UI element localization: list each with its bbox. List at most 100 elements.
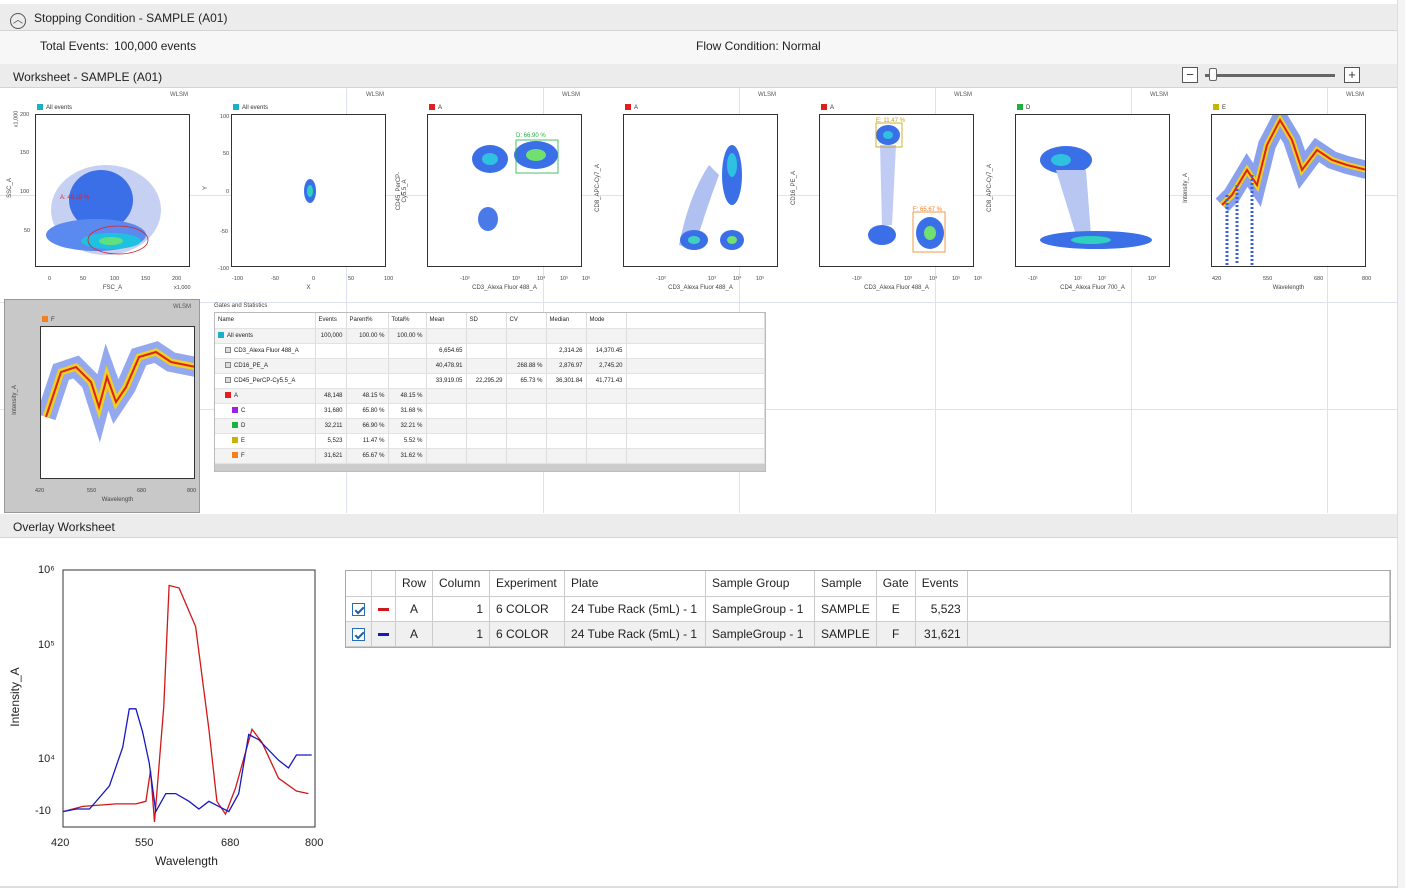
gate-swatch (225, 392, 231, 398)
col-header-row[interactable]: Row (395, 571, 434, 597)
col-header-gate[interactable]: Gate (876, 571, 916, 597)
col-header[interactable] (371, 571, 396, 597)
gate-f-label: F: 65.67 % (913, 207, 943, 213)
grid-v (543, 88, 544, 513)
x-tick: 10⁴ (733, 276, 742, 282)
x-tick: 420 (1212, 276, 1222, 282)
zoom-slider-thumb[interactable] (1209, 68, 1217, 81)
overlay-x-axis-label: Wavelength (155, 854, 218, 868)
col-header-experiment[interactable]: Experiment (489, 571, 566, 597)
col-header[interactable] (346, 571, 372, 597)
plot-cd3-cd16[interactable]: WLSM A E: 11.47 % F: 65.67 % CD16_PE_A C… (784, 88, 982, 298)
zoom-in-button[interactable]: + (1344, 67, 1360, 83)
gate-swatch (42, 316, 48, 322)
plot-cd4-cd8[interactable]: WLSM D CD8_APC-Cy7_A CD4_Alexa Fluor 700… (980, 88, 1176, 298)
col-header-sample[interactable]: Sample (814, 571, 877, 597)
gs-row[interactable]: CD16_PE_A 40,478.91 268.88 % 2,876.97 2,745.… (215, 358, 765, 374)
plot-area[interactable]: A: 48.15 % (35, 114, 190, 267)
plot-fsc-ssc[interactable]: WLSM All events A: 48.15 % SSC_A FSC_A x… (0, 88, 196, 298)
overlay-cell-filler (967, 621, 1391, 647)
gs-cell (546, 388, 587, 404)
plot-area[interactable] (623, 114, 778, 267)
zoom-slider[interactable] (1205, 74, 1335, 77)
gate-swatch (218, 332, 224, 338)
gs-gate-name: C (241, 408, 246, 414)
zoom-out-button[interactable]: − (1182, 67, 1198, 83)
x-tick: 680 (137, 488, 147, 494)
overlay-cell-row: A (395, 596, 434, 622)
gs-gate-name: CD16_PE_A (234, 363, 269, 369)
x-tick: 10³ (904, 276, 912, 282)
density-plot: A: 48.15 % (46, 165, 161, 255)
gs-cell (466, 358, 507, 374)
gs-row[interactable]: F 31,621 65.67 % 31.62 % (215, 448, 765, 464)
plot-x-y[interactable]: WLSM All events Y X 100 50 0 -50 -100 -1… (196, 88, 394, 298)
gs-header: Median (546, 313, 587, 329)
gs-cell (426, 328, 467, 344)
x-tick: 200 (172, 276, 182, 282)
gs-scrollbar[interactable] (215, 463, 765, 471)
plot-spectrum-f[interactable]: WLSM F Intensity_A Wavelength 420 550 68… (4, 299, 200, 513)
gs-row[interactable]: C 31,680 65.80 % 31.68 % (215, 403, 765, 419)
x-axis-label: X (306, 285, 311, 291)
overlay-cell-plate: 24 Tube Rack (5mL) - 1 (564, 596, 707, 622)
gs-header: Events (315, 313, 347, 329)
checkbox[interactable] (352, 602, 365, 616)
gs-cell (426, 448, 467, 464)
overlay-x-tick: 550 (135, 837, 154, 849)
gs-gate-name: D (241, 423, 246, 429)
plot-spectrum-e[interactable]: WLSM E Intensity_A Wavelength 420 550 68… (1176, 88, 1372, 298)
gs-cell (315, 343, 347, 359)
wlsm-label: WLSM (170, 92, 188, 98)
col-header-column[interactable]: Column (432, 571, 491, 597)
collapse-icon[interactable]: ︿ (10, 13, 26, 29)
gs-cell: 65.73 % (506, 373, 547, 389)
gs-row[interactable]: E 5,523 11.47 % 5.52 % (215, 433, 765, 449)
x-tick: 50 (80, 276, 87, 282)
x-tick: 50 (348, 276, 355, 282)
plot-area[interactable] (1211, 114, 1366, 267)
statistic-icon (225, 377, 231, 383)
gs-cell (346, 373, 389, 389)
gates-stats-table[interactable]: Name Events Parent% Total% Mean SD CV Me… (214, 312, 766, 472)
x-axis-label: Wavelength (101, 497, 134, 503)
gate-name: All events (242, 105, 269, 111)
spectrum-heatmap (41, 341, 194, 443)
plot-area[interactable] (40, 326, 195, 479)
overlay-cell-sample: SAMPLE (814, 621, 877, 647)
y-axis-label: CD16_PE_A (791, 170, 797, 206)
wlsm-label: WLSM (173, 304, 191, 310)
overlay-x-tick: 420 (51, 837, 70, 849)
plot-cd3-cd45[interactable]: WLSM A D: 66.90 % CD45_PerCP-Cy5.5_A CD3… (392, 88, 590, 298)
plot-cd3-cd8[interactable]: WLSM A CD8_APC-Cy7_A CD3_Alexa Fluor 488… (588, 88, 784, 298)
gs-cell: 2,876.97 (546, 358, 587, 374)
spectrum-heatmap (1215, 115, 1365, 265)
overlay-y-tick: 10⁶ (38, 564, 55, 576)
checkbox[interactable] (352, 627, 365, 641)
plot-area[interactable] (1015, 114, 1170, 267)
gs-row[interactable]: D 32,211 66.90 % 32.21 % (215, 418, 765, 434)
y-axis-label: Intensity_A (1183, 173, 1189, 203)
gs-row[interactable]: All events 100,000 100.00 % 100.00 % (215, 328, 765, 344)
plot-area[interactable] (231, 114, 386, 267)
col-header-plate[interactable]: Plate (564, 571, 707, 597)
overlay-chart[interactable]: 10⁶ 10⁵ 10⁴ -10 420 550 680 800 Waveleng… (0, 555, 330, 875)
plot-area[interactable]: E: 11.47 % F: 65.67 % (819, 114, 974, 267)
gs-row[interactable]: A 48,148 48.15 % 48.15 % (215, 388, 765, 404)
col-header-events[interactable]: Events (915, 571, 968, 597)
x-tick: 100 (384, 276, 394, 282)
overlay-table[interactable]: Row Column Experiment Plate Sample Group… (345, 570, 1391, 648)
x-tick: 550 (87, 488, 97, 494)
gs-row[interactable]: CD3_Alexa Fluor 488_A 6,654.65 2,314.26 14,… (215, 343, 765, 359)
gs-cell (586, 388, 627, 404)
gs-row[interactable]: CD45_PerCP-Cy5.5_A 33,919.05 22,295.29 65.7… (215, 373, 765, 389)
gate-swatch (1017, 104, 1023, 110)
x-tick: 680 (1314, 276, 1324, 282)
col-header-sample-group[interactable]: Sample Group (705, 571, 816, 597)
gs-gate-name: A (234, 393, 239, 399)
x-axis-label: CD4_Alexa Fluor 700_A (1060, 285, 1125, 291)
gs-header: CV (506, 313, 547, 329)
plot-area[interactable]: D: 66.90 % (427, 114, 582, 267)
